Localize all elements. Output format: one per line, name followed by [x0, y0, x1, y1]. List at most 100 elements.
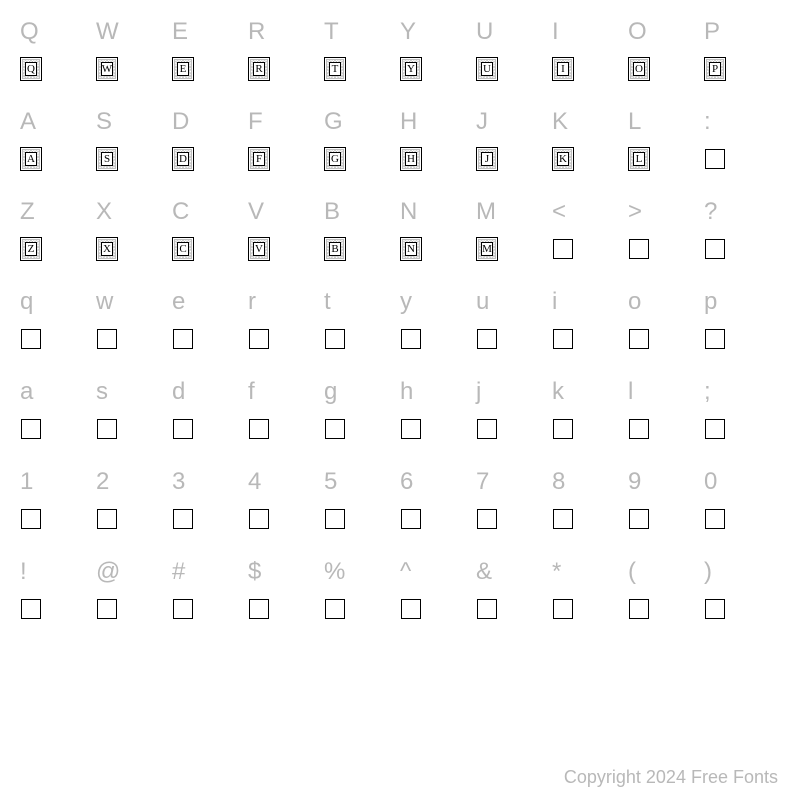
char-cell: k [552, 370, 628, 460]
char-cell: DD [172, 100, 248, 190]
glyph-decorated-icon: A [20, 147, 42, 171]
glyph-preview: M [476, 238, 498, 260]
char-label: y [400, 286, 412, 318]
char-cell: ( [628, 550, 704, 640]
glyph-decorated-icon: Q [20, 57, 42, 81]
char-cell: OO [628, 10, 704, 100]
glyph-empty-icon [705, 419, 725, 439]
glyph-decorated-icon: U [476, 57, 498, 81]
char-cell: HH [400, 100, 476, 190]
glyph-preview [552, 418, 574, 440]
glyph-preview [324, 598, 346, 620]
glyph-letter: B [331, 244, 338, 255]
char-label: ! [20, 556, 27, 588]
char-cell: RR [248, 10, 324, 100]
char-cell: @ [96, 550, 172, 640]
character-map-grid: QQWWEERRTTYYUUIIOOPPAASSDDFFGGHHJJKKLL:Z… [20, 10, 780, 640]
glyph-letter: C [179, 244, 186, 255]
copyright-text: Copyright 2024 Free Fonts [564, 767, 778, 788]
char-cell: QQ [20, 10, 96, 100]
glyph-preview: H [400, 148, 422, 170]
char-cell: LL [628, 100, 704, 190]
char-label: # [172, 556, 185, 588]
glyph-decorated-icon: O [628, 57, 650, 81]
glyph-letter: L [636, 154, 643, 165]
char-cell: > [628, 190, 704, 280]
char-cell: EE [172, 10, 248, 100]
char-label: * [552, 556, 561, 588]
glyph-empty-icon [553, 419, 573, 439]
char-cell: * [552, 550, 628, 640]
char-label: H [400, 106, 417, 138]
glyph-empty-icon [705, 149, 725, 169]
glyph-empty-icon [173, 419, 193, 439]
char-label: l [628, 376, 633, 408]
char-cell: 8 [552, 460, 628, 550]
char-cell: 7 [476, 460, 552, 550]
char-cell: j [476, 370, 552, 460]
char-label: S [96, 106, 112, 138]
glyph-empty-icon [553, 329, 573, 349]
glyph-preview [552, 238, 574, 260]
char-cell: ; [704, 370, 780, 460]
char-label: J [476, 106, 488, 138]
char-label: j [476, 376, 481, 408]
glyph-preview: V [248, 238, 270, 260]
glyph-empty-icon [705, 599, 725, 619]
char-label: k [552, 376, 564, 408]
glyph-letter: J [485, 154, 489, 165]
char-label: K [552, 106, 568, 138]
glyph-empty-icon [325, 329, 345, 349]
glyph-preview [628, 508, 650, 530]
char-label: F [248, 106, 263, 138]
char-label: 5 [324, 466, 337, 498]
glyph-preview: E [172, 58, 194, 80]
glyph-empty-icon [705, 509, 725, 529]
char-cell: s [96, 370, 172, 460]
glyph-preview: I [552, 58, 574, 80]
char-cell: UU [476, 10, 552, 100]
glyph-preview [96, 598, 118, 620]
glyph-letter: E [180, 64, 187, 75]
char-label: C [172, 196, 189, 228]
char-label: L [628, 106, 641, 138]
char-cell: 6 [400, 460, 476, 550]
glyph-decorated-icon: G [324, 147, 346, 171]
char-cell: p [704, 280, 780, 370]
char-label: T [324, 16, 339, 48]
glyph-empty-icon [401, 419, 421, 439]
glyph-preview: F [248, 148, 270, 170]
glyph-letter: M [482, 244, 492, 255]
char-label: G [324, 106, 343, 138]
glyph-empty-icon [325, 509, 345, 529]
glyph-preview [96, 418, 118, 440]
glyph-letter: P [712, 64, 718, 75]
glyph-preview [248, 418, 270, 440]
glyph-preview [704, 508, 726, 530]
char-label: ; [704, 376, 711, 408]
glyph-decorated-icon: F [248, 147, 270, 171]
glyph-empty-icon [705, 239, 725, 259]
char-cell: TT [324, 10, 400, 100]
glyph-empty-icon [325, 599, 345, 619]
glyph-decorated-icon: D [172, 147, 194, 171]
glyph-empty-icon [21, 419, 41, 439]
char-label: I [552, 16, 559, 48]
glyph-decorated-icon: L [628, 147, 650, 171]
glyph-preview [20, 598, 42, 620]
char-cell: r [248, 280, 324, 370]
glyph-preview [704, 148, 726, 170]
char-label: g [324, 376, 337, 408]
glyph-decorated-icon: P [704, 57, 726, 81]
glyph-letter: D [179, 154, 187, 165]
char-cell: 0 [704, 460, 780, 550]
glyph-letter: X [103, 244, 111, 255]
char-cell: w [96, 280, 172, 370]
char-label: 0 [704, 466, 717, 498]
glyph-preview [476, 598, 498, 620]
char-cell: YY [400, 10, 476, 100]
char-cell: i [552, 280, 628, 370]
glyph-preview: S [96, 148, 118, 170]
char-label: r [248, 286, 256, 318]
glyph-preview [248, 598, 270, 620]
